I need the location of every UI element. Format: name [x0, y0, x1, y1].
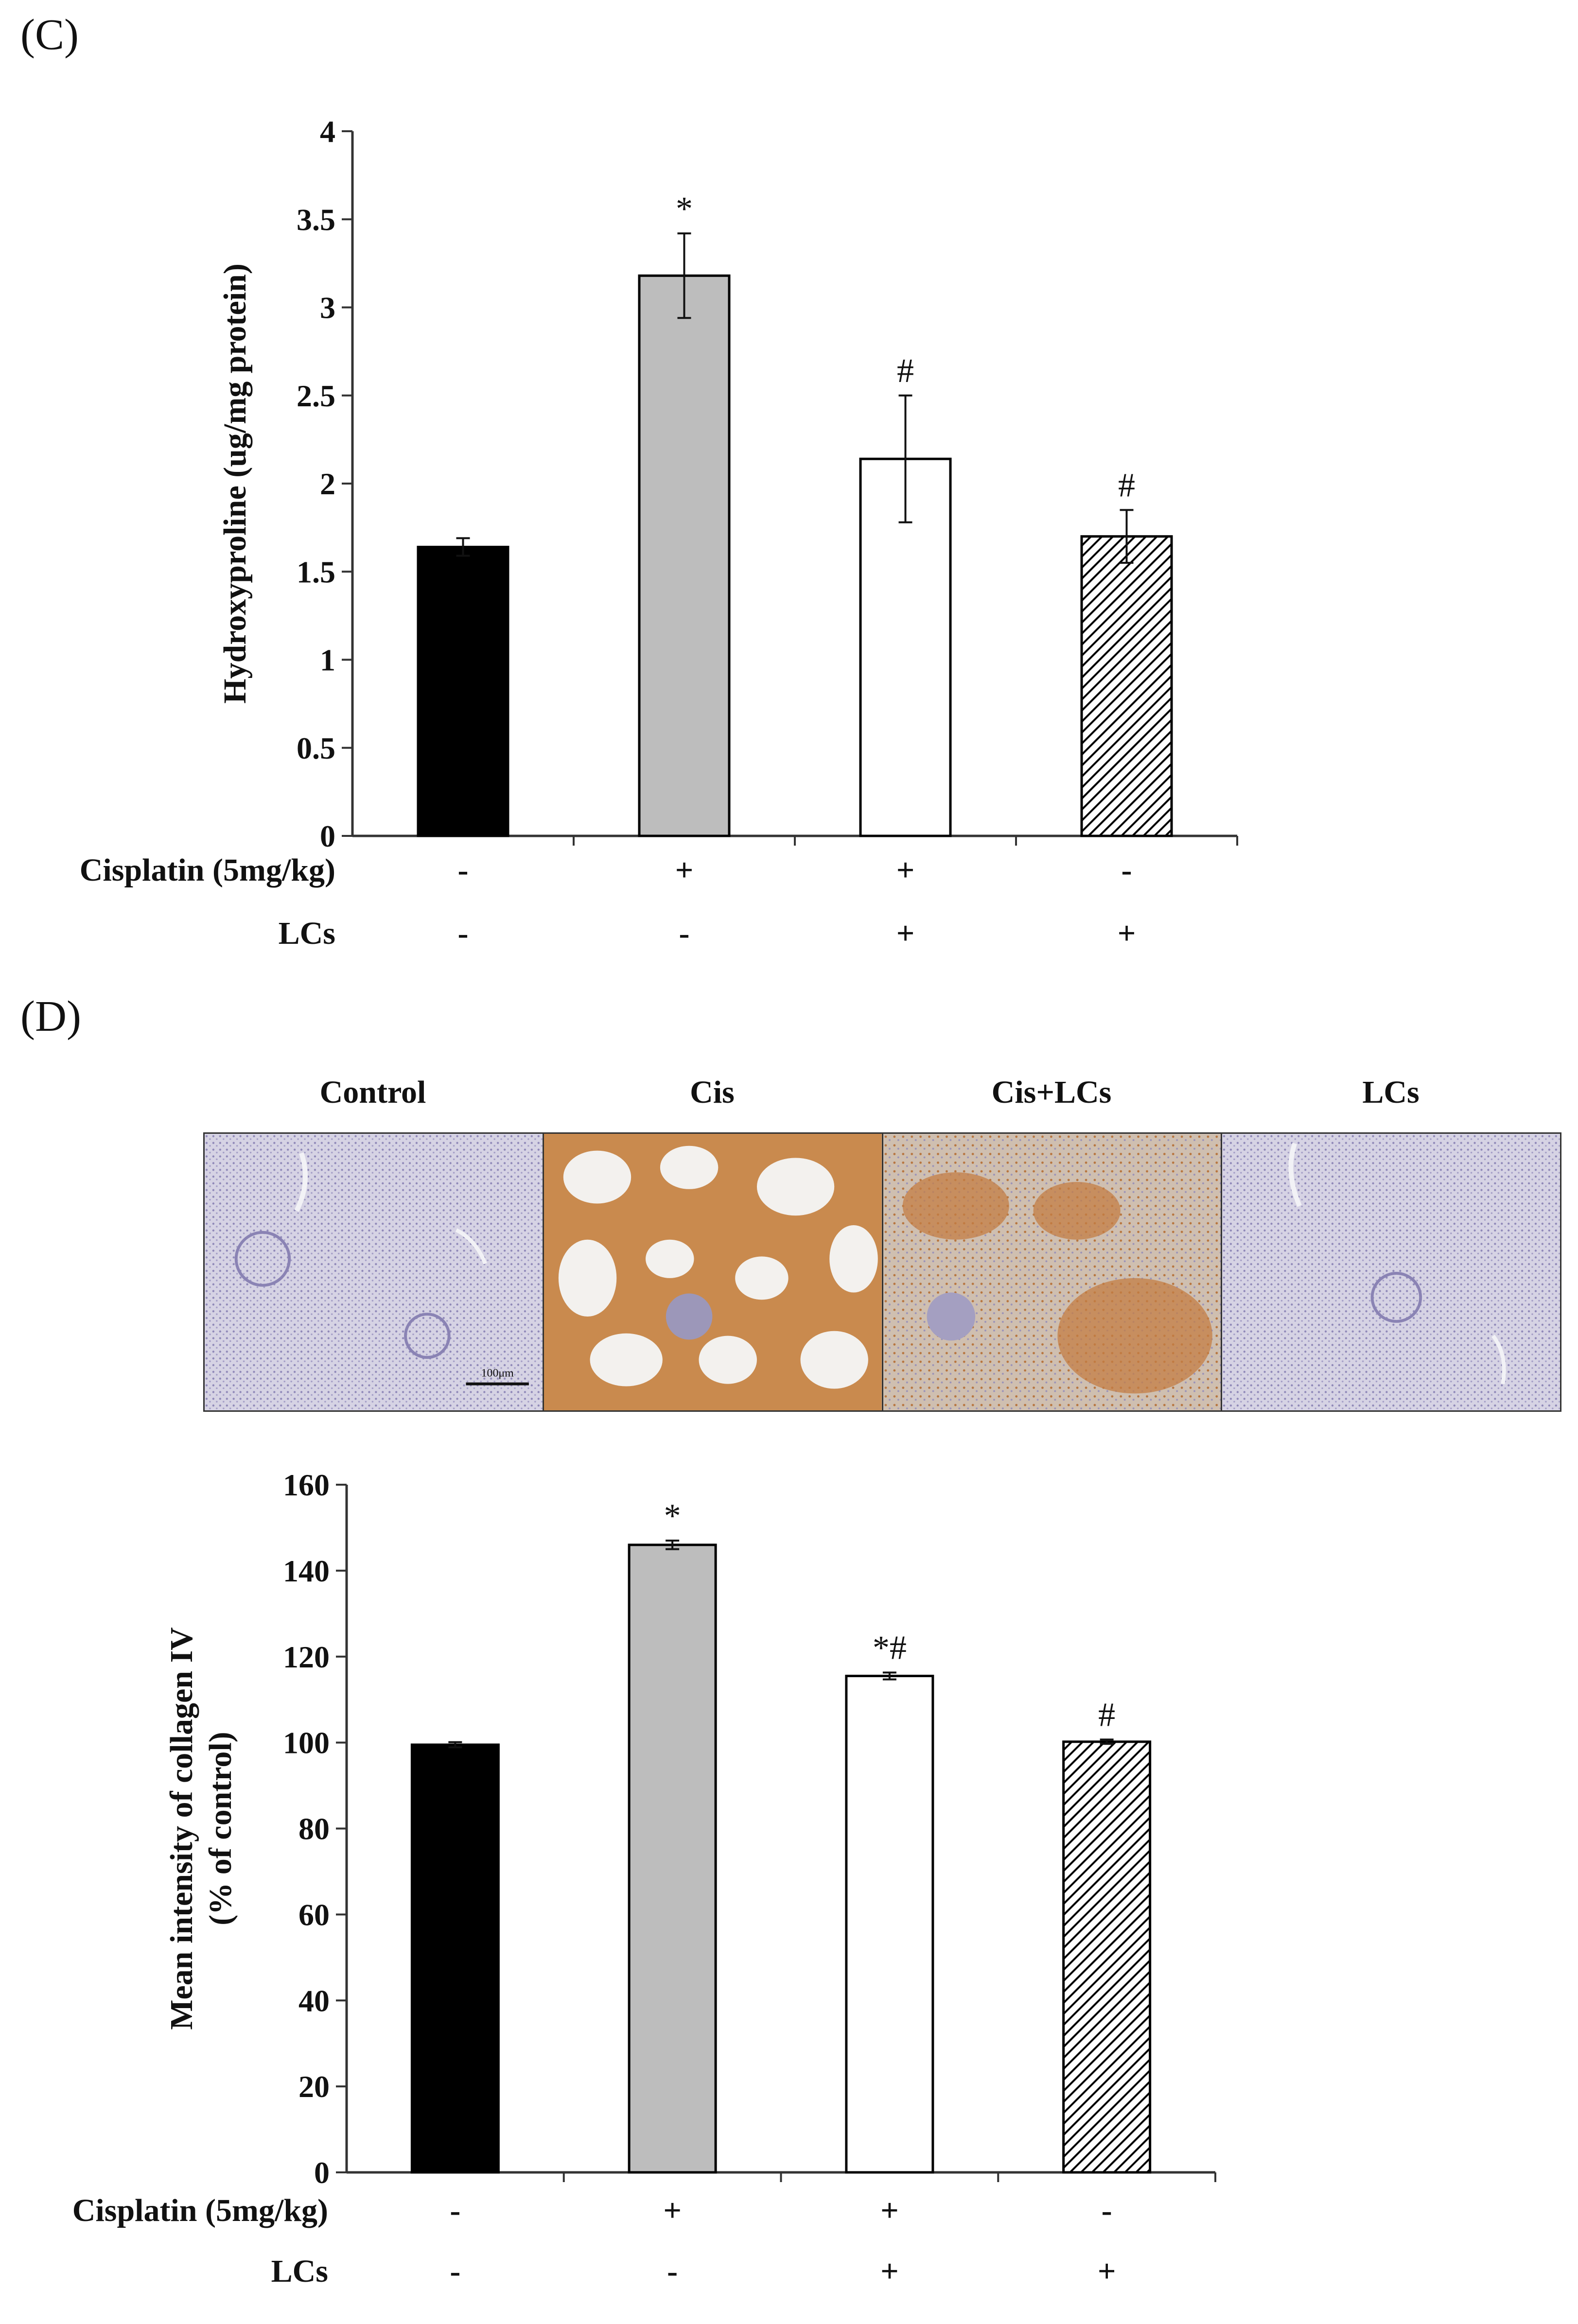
y-tick-label: 0 [320, 819, 335, 853]
bar-0 [417, 546, 509, 837]
condition-mark: - [450, 2254, 460, 2289]
y-tick-label: 3.5 [297, 202, 335, 237]
bar-0 [410, 1743, 500, 2174]
condition-mark: + [1118, 916, 1136, 951]
y-tick-label: 2 [320, 467, 335, 501]
micrograph-control: 100μm [205, 1134, 544, 1410]
y-axis-title: (% of control) [203, 1732, 238, 1925]
y-tick-label: 40 [298, 1983, 330, 2018]
micrograph-strip: 100μm [203, 1132, 1561, 1412]
bar-2 [845, 1675, 934, 2174]
y-tick-label: 1.5 [297, 555, 335, 589]
y-axis-title: Hydroxyproline (ug/mg protein) [217, 263, 253, 704]
y-tick-label: 3 [320, 291, 335, 325]
micrograph-title-cis: Cis [690, 1075, 735, 1110]
y-tick-label: 2.5 [297, 379, 335, 413]
significance-label-2: # [897, 352, 914, 390]
condition-mark: + [896, 916, 915, 951]
condition-mark: + [896, 852, 915, 888]
condition-mark: - [458, 916, 469, 951]
condition-mark: + [880, 2193, 899, 2228]
bar-2 [859, 457, 952, 837]
bar-1 [638, 274, 731, 837]
significance-label-3: # [1098, 1696, 1115, 1734]
condition-row-label: Cisplatin (5mg/kg) [72, 2193, 328, 2228]
condition-row-label: LCs [271, 2254, 328, 2289]
significance-label-2: *# [873, 1629, 907, 1666]
micrograph-title-control: Control [319, 1075, 426, 1110]
y-tick-label: 0 [314, 2155, 330, 2190]
micrograph-title-cis-lcs: Cis+LCs [991, 1075, 1112, 1110]
condition-row-label: LCs [279, 916, 335, 951]
y-tick-label: 4 [320, 114, 335, 149]
condition-mark: - [1102, 2193, 1112, 2228]
condition-mark: - [1122, 852, 1132, 888]
y-tick-label: 120 [283, 1640, 330, 1674]
hydroxyproline-chart: 0 0.5 1 1.5 2 2.5 3 3.5 4 - - * + - # + + # - + Cisplatin (5… [80, 114, 1238, 951]
micrograph-cis [544, 1134, 883, 1410]
condition-mark: - [667, 2254, 678, 2289]
condition-mark: + [1098, 2254, 1116, 2289]
y-tick-label: 100 [283, 1726, 330, 1760]
bar-3 [1080, 535, 1173, 837]
panel-c-label: (C) [20, 11, 79, 59]
condition-mark: + [880, 2254, 899, 2289]
y-tick-label: 1 [320, 643, 335, 677]
panel-d-label: (D) [20, 992, 81, 1041]
y-tick-label: 140 [283, 1554, 330, 1588]
condition-mark: - [450, 2193, 460, 2228]
y-tick-label: 20 [298, 2069, 330, 2104]
scale-bar-label: 100μm [481, 1367, 514, 1380]
significance-label-1: * [676, 190, 693, 227]
micrograph-cis-lcs [883, 1134, 1223, 1410]
condition-mark: - [458, 852, 469, 888]
micrograph-title-lcs: LCs [1362, 1075, 1420, 1110]
micrograph-lcs [1222, 1134, 1560, 1410]
condition-mark: - [679, 916, 690, 951]
y-tick-label: 0.5 [297, 731, 335, 765]
condition-row-label: Cisplatin (5mg/kg) [80, 852, 335, 888]
condition-mark: + [663, 2193, 682, 2228]
significance-label-3: # [1118, 467, 1135, 504]
condition-mark: + [675, 852, 694, 888]
bar-3 [1062, 1740, 1152, 2174]
y-tick-label: 60 [298, 1897, 330, 1932]
significance-label-1: * [664, 1497, 681, 1535]
y-tick-label: 160 [283, 1468, 330, 1502]
y-axis-title: Mean intensity of collagen IV [164, 1627, 199, 2030]
bar-1 [628, 1544, 717, 2174]
collagen-iv-chart: 0 20 40 60 80 100 120 140 160 - - * + - *# + + # - + Cisplat… [72, 1468, 1216, 2289]
y-tick-label: 80 [298, 1812, 330, 1846]
